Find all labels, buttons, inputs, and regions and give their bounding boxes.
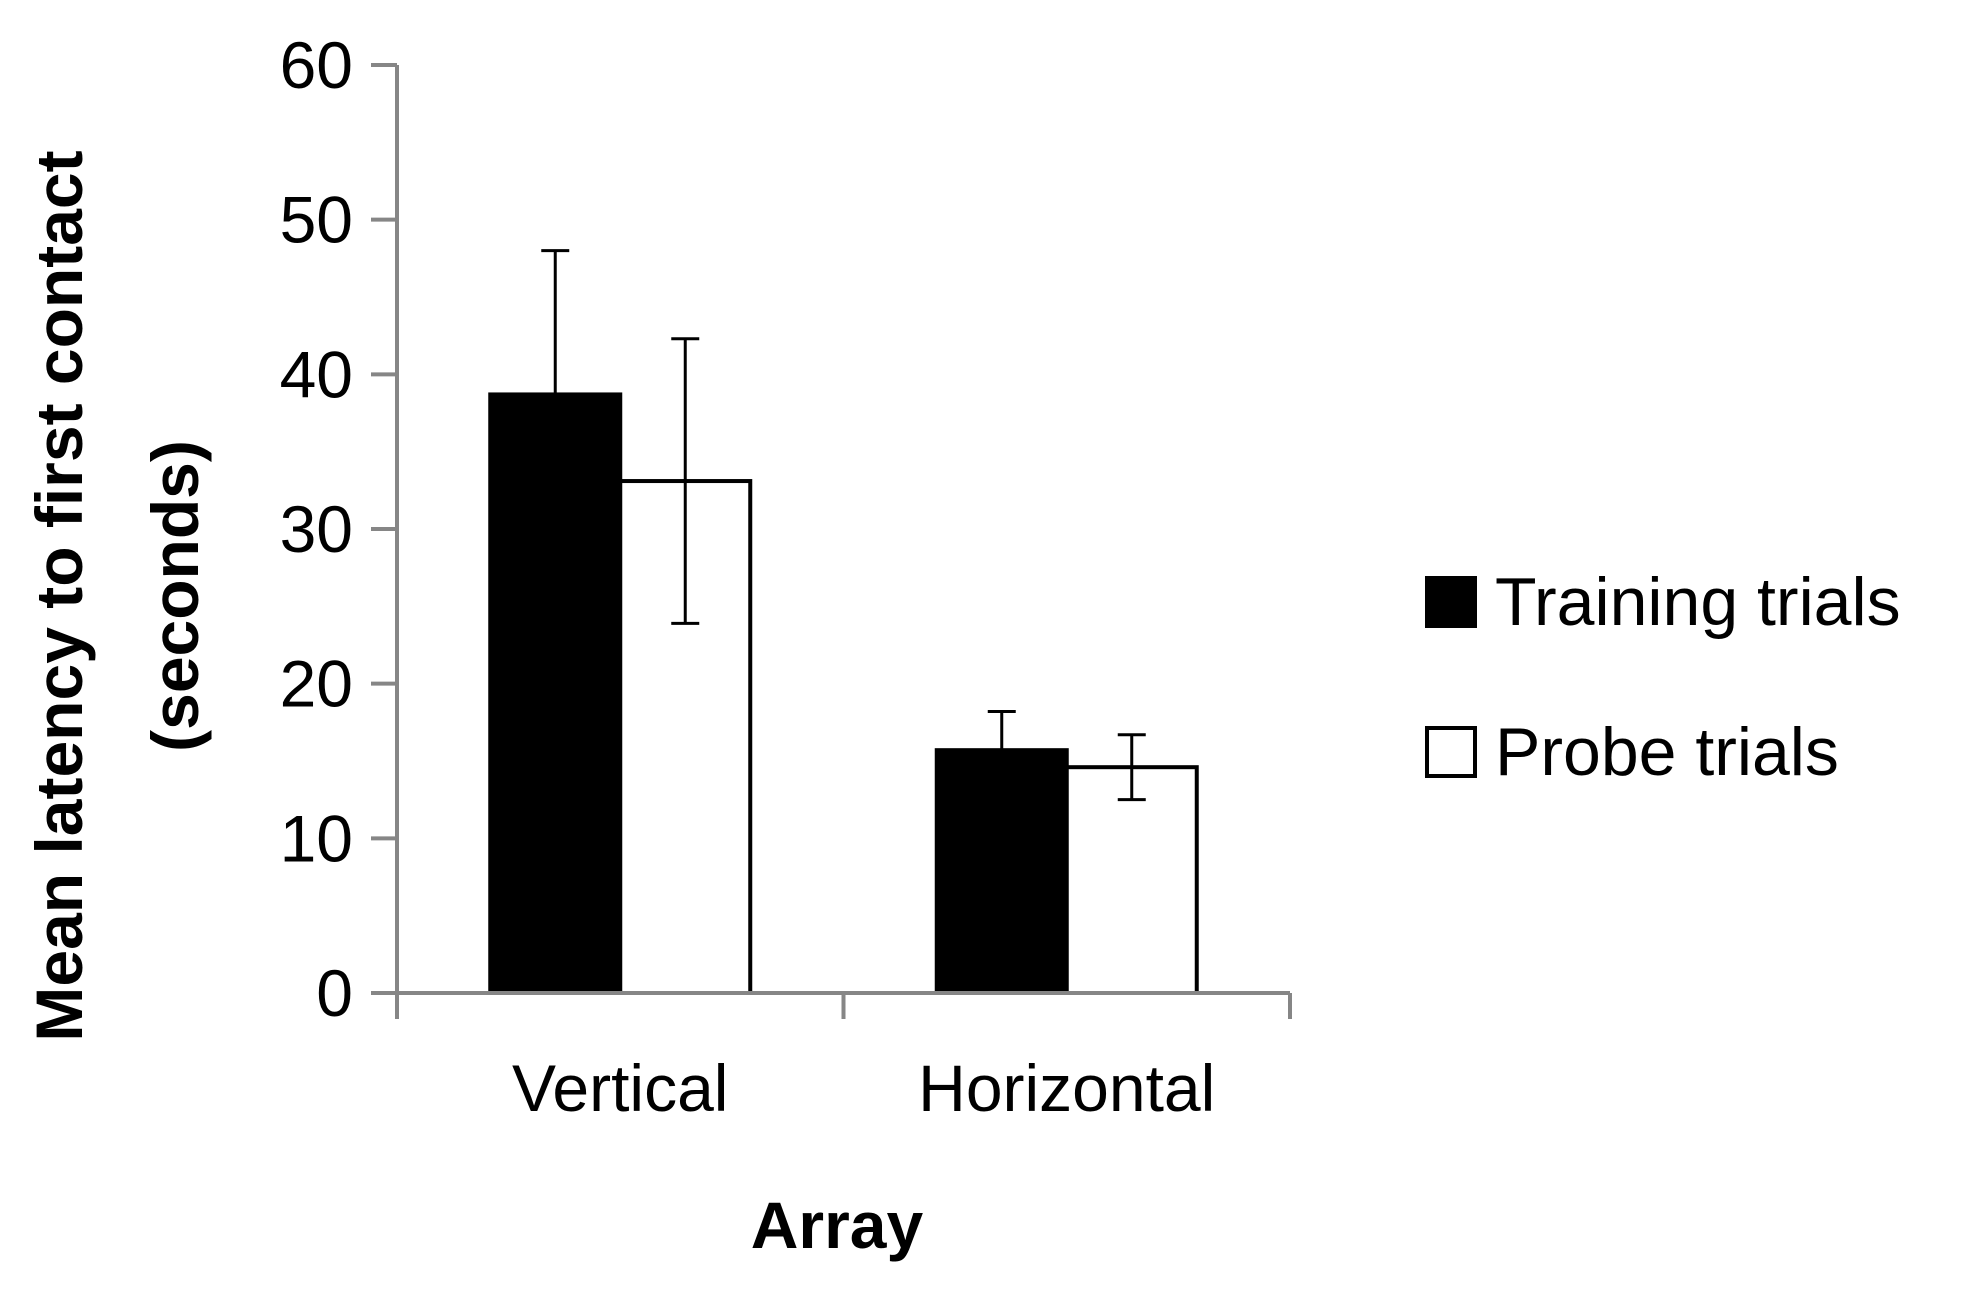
y-tick-label-60: 60 (280, 28, 353, 102)
legend-label-probe-trials: Probe trials (1495, 714, 1839, 790)
y-tick-label-10: 10 (280, 801, 353, 875)
x-tick-label-vertical: Vertical (512, 1051, 728, 1125)
legend-swatch-training-trials (1425, 576, 1477, 628)
y-tick-label-40: 40 (280, 337, 353, 411)
y-axis-title-line-2: (seconds) (138, 440, 212, 752)
bar-horizontal-training-trials (934, 748, 1069, 995)
legend-label-training-trials: Training trials (1495, 564, 1901, 640)
plot-area: 0 10 20 30 40 50 60 Vertical Horizontal (280, 28, 1292, 1125)
y-axis-title: Mean latency to first contact (seconds) (22, 150, 212, 1041)
x-tick-label-horizontal: Horizontal (918, 1051, 1215, 1125)
y-axis-title-line-1: Mean latency to first contact (22, 150, 96, 1041)
y-tick-label-30: 30 (280, 492, 353, 566)
y-tick-label-0: 0 (316, 956, 353, 1030)
legend-swatch-probe-trials (1425, 726, 1477, 778)
y-tick-label-20: 20 (280, 647, 353, 721)
legend: Training trials Probe trials (1425, 564, 1901, 790)
y-tick-label-50: 50 (280, 183, 353, 257)
x-axis-title: Array (751, 1188, 924, 1262)
bar-horizontal-probe-trials (1064, 765, 1199, 995)
